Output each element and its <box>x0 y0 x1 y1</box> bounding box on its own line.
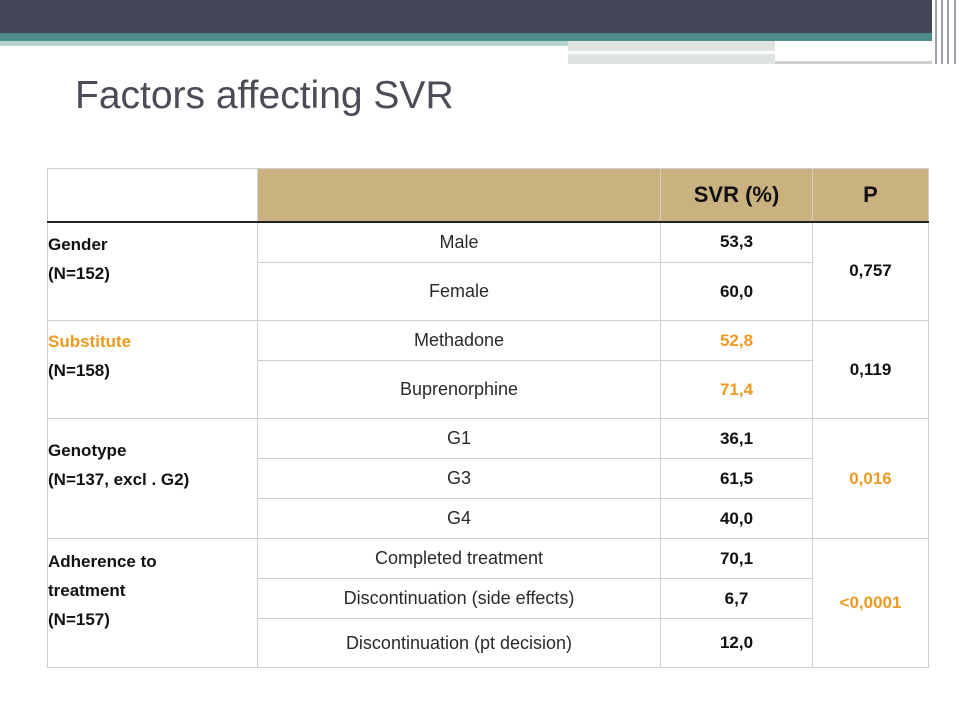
corner-stripes <box>932 0 960 64</box>
header-svr-cell: SVR (%) <box>660 168 813 223</box>
p-cell: <0,0001 <box>812 538 929 668</box>
table-row: Genotype (N=137, excl . G2) G1 36,1 0,01… <box>47 418 929 539</box>
group-label-cell: Adherence to treatment (N=157) <box>47 538 258 668</box>
item-label: Buprenorphine <box>399 379 519 399</box>
item-label: G4 <box>446 508 471 528</box>
item-cell: Discontinuation (pt decision) <box>257 618 661 668</box>
item-cell: Female <box>257 262 661 321</box>
header-svr-label: SVR (%) <box>693 181 780 207</box>
top-thin-line <box>775 61 932 64</box>
item-label: Methadone <box>413 330 505 350</box>
group-label-cell: Genotype (N=137, excl . G2) <box>47 418 258 539</box>
item-label: G3 <box>446 468 471 488</box>
group-n: (N=157) <box>48 610 110 629</box>
item-label: Discontinuation (pt decision) <box>345 632 573 653</box>
p-value: 0,119 <box>849 359 892 379</box>
svr-cell: 52,8 <box>660 320 813 361</box>
svr-cell: 6,7 <box>660 578 813 619</box>
svr-value: 60,0 <box>719 281 754 301</box>
table-row: G4 40,0 <box>48 498 929 539</box>
item-label: Female <box>428 281 490 301</box>
item-label: Discontinuation (side effects) <box>343 588 575 608</box>
table-row: Buprenorphine 71,4 <box>48 360 929 419</box>
svr-cell: 36,1 <box>660 418 813 459</box>
svr-value: 36,1 <box>719 428 754 448</box>
p-value: <0,0001 <box>839 593 902 612</box>
table-row: Substitute (N=158) Methadone 52,8 0,119 <box>47 320 929 419</box>
table-header-row: SVR (%) P <box>47 168 929 223</box>
group-n: (N=137, excl . G2) <box>48 470 190 489</box>
svr-cell: 12,0 <box>660 618 813 668</box>
item-cell: G1 <box>257 418 661 459</box>
header-p-cell: P <box>812 168 929 223</box>
table-row: Discontinuation (pt decision) 12,0 <box>48 618 929 668</box>
svr-value: 52,8 <box>719 330 754 350</box>
table-row: Female 60,0 <box>48 262 929 321</box>
svr-factors-table: SVR (%) P Gender (N=152) Male 53,3 0,757… <box>47 168 929 668</box>
header-blank-cell <box>47 168 258 223</box>
item-label: Completed treatment <box>374 548 544 568</box>
group-n: (N=152) <box>48 263 110 283</box>
item-cell: Buprenorphine <box>257 360 661 419</box>
group-label-line: Adherence to <box>48 552 157 571</box>
group-label: Genotype <box>48 441 127 460</box>
group-label-line: treatment <box>48 581 126 600</box>
top-teal-band <box>0 33 932 41</box>
p-value: 0,016 <box>849 468 892 488</box>
top-white-line <box>568 51 888 54</box>
top-light-line <box>0 41 568 46</box>
item-cell: Male <box>257 221 661 263</box>
table-row: Gender (N=152) Male 53,3 0,757 <box>47 221 929 321</box>
svr-value: 71,4 <box>719 379 754 399</box>
svr-value: 61,5 <box>719 468 754 488</box>
svr-value: 53,3 <box>719 232 754 252</box>
item-cell: Discontinuation (side effects) <box>257 578 661 619</box>
table-row: G3 61,5 <box>48 458 929 499</box>
item-label: Male <box>439 231 479 252</box>
top-dark-bar <box>0 0 960 33</box>
p-cell: 0,016 <box>812 418 929 539</box>
table-row: Adherence to treatment (N=157) Completed… <box>47 538 929 668</box>
svr-cell: 61,5 <box>660 458 813 499</box>
item-cell: G4 <box>257 498 661 539</box>
item-cell: G3 <box>257 458 661 499</box>
group-label-cell: Gender (N=152) <box>47 221 258 321</box>
svr-value: 12,0 <box>719 633 754 652</box>
group-label: Substitute <box>48 332 132 351</box>
group-label: Gender <box>48 234 108 254</box>
p-value: 0,757 <box>849 261 892 281</box>
svr-cell: 71,4 <box>660 360 813 419</box>
item-cell: Methadone <box>257 320 661 361</box>
svr-value: 40,0 <box>719 508 754 528</box>
svr-cell: 70,1 <box>660 538 813 579</box>
slide-title: Factors affecting SVR <box>75 74 454 117</box>
p-cell: 0,757 <box>812 221 929 321</box>
svr-cell: 60,0 <box>660 262 813 321</box>
group-label-cell: Substitute (N=158) <box>47 320 258 419</box>
header-item-cell <box>257 168 661 223</box>
item-cell: Completed treatment <box>257 538 661 579</box>
svr-cell: 40,0 <box>660 498 813 539</box>
svr-value: 6,7 <box>724 588 749 608</box>
item-label: G1 <box>446 428 471 448</box>
group-n: (N=158) <box>48 361 110 380</box>
svr-cell: 53,3 <box>660 221 813 263</box>
p-cell: 0,119 <box>812 320 929 419</box>
svr-value: 70,1 <box>719 548 754 568</box>
header-p-label: P <box>863 181 878 207</box>
